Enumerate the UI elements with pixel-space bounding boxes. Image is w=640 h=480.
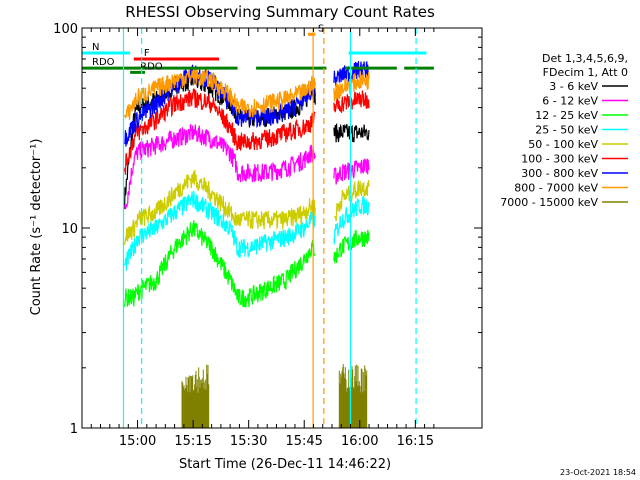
series-line [124, 220, 370, 308]
annotation-rdo-2: RDO [82, 57, 434, 70]
annotation-n-0: N [82, 42, 427, 55]
series-6-12-kev [124, 124, 370, 210]
series-line [124, 190, 370, 271]
legend-entry: 25 - 50 keV [535, 124, 598, 137]
series-line [124, 124, 370, 210]
y-tick-label: 10 [61, 222, 78, 237]
x-tick-label: 15:00 [119, 434, 156, 449]
legend-entry: 3 - 6 keV [549, 80, 598, 93]
annotations-layer: N F RDO RDO S [82, 23, 434, 428]
series-100-300-kev [124, 88, 370, 175]
chart-title: RHESSI Observing Summary Count Rates [125, 3, 435, 21]
legend-entry: 300 - 800 keV [521, 167, 598, 180]
annotation-label: RDO [140, 61, 163, 72]
series-12-25-kev [124, 220, 370, 308]
annotation-rdo-3: RDO [130, 61, 163, 74]
legend-entry: 50 - 100 keV [528, 138, 598, 151]
series-line [124, 169, 370, 245]
annotation-f-1: F [133, 48, 220, 61]
annotation-label: N [92, 42, 99, 53]
y-axis-label: Count Rate (s⁻¹ detector⁻¹) [29, 139, 44, 316]
legend-header: Det 1,3,4,5,6,9, [542, 52, 628, 65]
timestamp: 23-Oct-2021 18:54 [560, 468, 636, 477]
legend-entry: 7000 - 15000 keV [500, 196, 598, 209]
axes-layer: 1 10 100 15:00 15:15 15:30 15:45 16:00 16:15 [53, 22, 483, 449]
series-line [124, 60, 370, 147]
series-50-100-kev [124, 169, 370, 245]
annotation-label: RDO [92, 57, 115, 68]
annotation-label: F [144, 48, 150, 59]
y-tick-label: 1 [70, 422, 78, 437]
annotation-s-4: S [307, 23, 324, 36]
legend-header: FDecim 1, Att 0 [543, 66, 628, 79]
legend-entry: 100 - 300 keV [521, 153, 598, 166]
x-tick-label: 15:30 [230, 434, 267, 449]
x-axis-label: Start Time (26-Dec-11 14:46:22) [179, 457, 391, 472]
x-tick-label: 16:00 [341, 434, 378, 449]
series-7000-15000-kev [181, 364, 368, 428]
series-layer [124, 60, 370, 428]
y-tick-label: 100 [53, 22, 78, 37]
annotation-label: S [318, 23, 324, 34]
legend-entry: 12 - 25 keV [535, 109, 598, 122]
legend-entry: 6 - 12 keV [542, 95, 598, 108]
x-tick-label: 16:15 [397, 434, 434, 449]
x-tick-label: 15:15 [174, 434, 211, 449]
series-300-800-kev [124, 60, 370, 147]
legend-layer: Det 1,3,4,5,6,9,FDecim 1, Att 03 - 6 keV… [500, 52, 628, 209]
series-800-7000-kev [124, 67, 370, 121]
x-tick-label: 15:45 [285, 434, 322, 449]
series-line [124, 67, 370, 121]
legend-entry: 800 - 7000 keV [514, 182, 598, 195]
series-line [124, 88, 370, 175]
series-25-50-kev [124, 190, 370, 271]
